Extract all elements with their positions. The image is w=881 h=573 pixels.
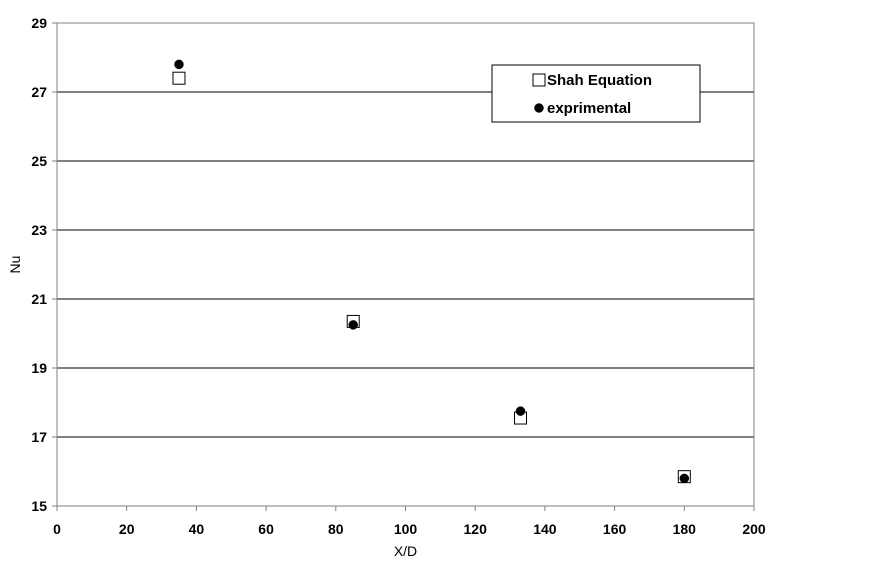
legend: Shah Equation exprimental xyxy=(491,64,701,123)
gridlines xyxy=(57,91,754,438)
series-shah-equation xyxy=(172,71,691,484)
y-tick-label: 19 xyxy=(31,360,47,376)
series-exprimental xyxy=(174,59,690,484)
data-point xyxy=(679,473,690,484)
data-point xyxy=(348,320,358,330)
data-point xyxy=(172,71,186,85)
x-tick-label: 80 xyxy=(328,521,344,537)
x-tick-label: 140 xyxy=(533,521,557,537)
legend-label: exprimental xyxy=(547,100,631,117)
x-tick-label: 120 xyxy=(464,521,488,537)
x-axis-ticks: 0 20 40 60 80 100 120 140 160 180 200 xyxy=(53,506,766,537)
data-point xyxy=(174,59,184,70)
legend-marker xyxy=(534,103,544,113)
x-tick-label: 180 xyxy=(673,521,697,537)
legend-box xyxy=(491,64,701,123)
legend-marker xyxy=(532,73,546,87)
data-points xyxy=(172,59,691,484)
y-tick-label: 27 xyxy=(31,84,47,100)
legend-label: Shah Equation xyxy=(547,72,652,89)
x-tick-label: 160 xyxy=(603,521,627,537)
y-tick-label: 29 xyxy=(31,15,47,31)
y-tick-label: 23 xyxy=(31,222,47,238)
x-tick-label: 100 xyxy=(394,521,418,537)
x-tick-label: 40 xyxy=(189,521,205,537)
x-tick-label: 60 xyxy=(258,521,274,537)
y-tick-label: 15 xyxy=(31,498,47,514)
x-tick-label: 0 xyxy=(53,521,61,537)
y-axis-title: Nu xyxy=(7,256,23,274)
y-axis-ticks: 15 17 19 21 23 25 27 29 xyxy=(31,15,57,514)
x-axis-title: X/D xyxy=(394,543,417,559)
x-tick-label: 200 xyxy=(742,521,766,537)
x-tick-label: 20 xyxy=(119,521,135,537)
y-tick-label: 25 xyxy=(31,153,47,169)
y-tick-label: 17 xyxy=(31,429,47,445)
data-point xyxy=(515,406,526,416)
y-tick-label: 21 xyxy=(31,291,47,307)
